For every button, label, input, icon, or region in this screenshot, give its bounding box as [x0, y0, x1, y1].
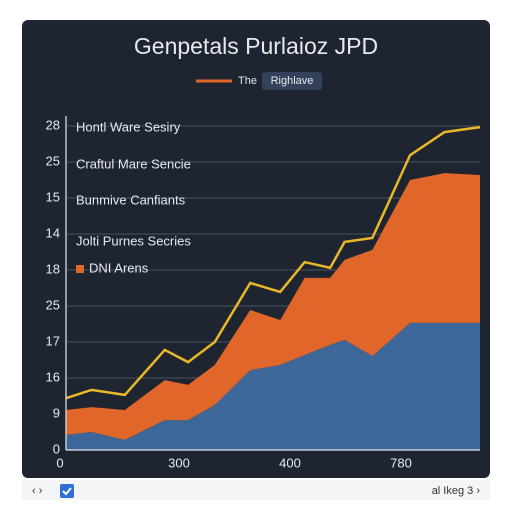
- footer-nav[interactable]: ‹ ›: [32, 485, 43, 497]
- checkbox[interactable]: [60, 484, 74, 498]
- area: [66, 173, 480, 440]
- x-tick-label: 300: [168, 455, 190, 470]
- y-tick-label: 15: [46, 189, 60, 204]
- legend-badge: [262, 72, 322, 90]
- annotation: Jolti Purnes Secries: [76, 233, 191, 248]
- annotation: Craftul Mare Sencie: [76, 156, 191, 171]
- y-tick-label: 16: [46, 369, 60, 384]
- footer-bar: [22, 480, 490, 500]
- annotation: Hontl Ware Sesiry: [76, 119, 181, 134]
- total-line: [65, 125, 481, 400]
- legend-label: Righlave: [271, 75, 314, 87]
- chart-title: Genpetals Purlaioz JPD: [134, 33, 378, 59]
- x-tick-label: 400: [279, 455, 301, 470]
- check-mark: [62, 487, 72, 496]
- annotation: Bunmive Canfiants: [76, 192, 186, 207]
- y-tick-label: 25: [46, 297, 60, 312]
- y-tick-label: 28: [46, 117, 60, 132]
- area: [66, 322, 480, 450]
- x-tick-label: 0: [56, 455, 63, 470]
- y-tick-label: 18: [46, 261, 60, 276]
- legend-label: The: [238, 75, 257, 87]
- x-tick-label: 780: [390, 455, 412, 470]
- y-tick-label: 9: [53, 405, 60, 420]
- y-tick-label: 25: [46, 153, 60, 168]
- y-tick-label: 17: [46, 333, 60, 348]
- y-tick-label: 14: [46, 225, 60, 240]
- annotation-swatch: [76, 265, 84, 273]
- annotation: DNI Arens: [89, 260, 149, 275]
- footer-page[interactable]: al Ikeg 3 ›: [432, 485, 481, 497]
- y-tick-label: 0: [53, 441, 60, 456]
